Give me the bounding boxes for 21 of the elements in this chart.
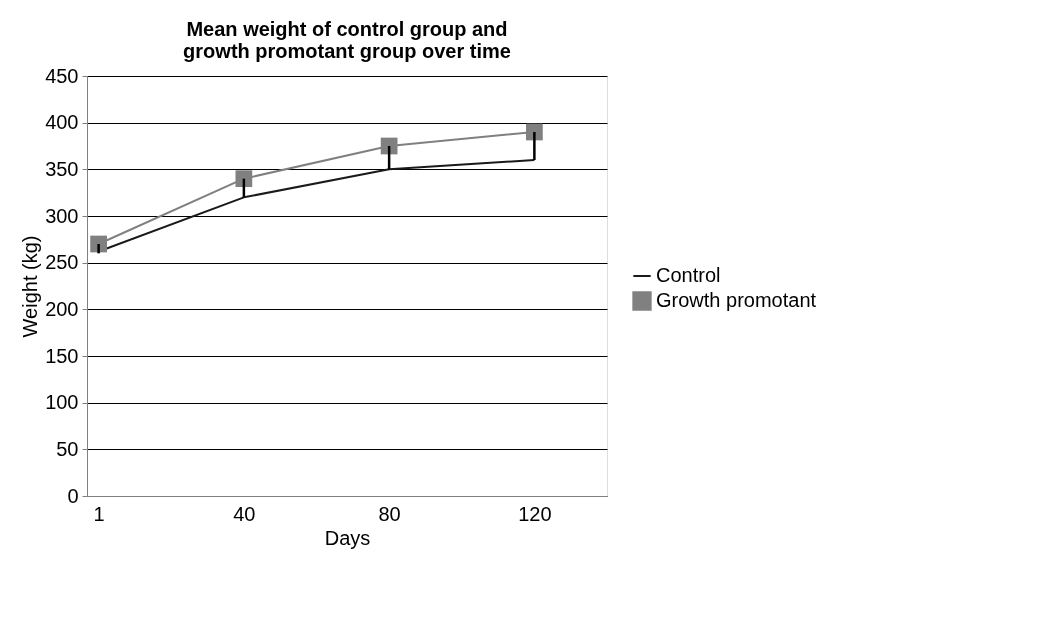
point — [380, 137, 398, 155]
legend-label: Growth promotant — [656, 289, 817, 311]
x-tick-label: 1 — [93, 502, 105, 525]
y-tick-label: 0 — [67, 484, 79, 507]
x-tick-label: 80 — [378, 502, 401, 525]
y-tick-label: 300 — [45, 204, 79, 227]
x-axis-title: Days — [324, 526, 371, 549]
y-axis-title: Weight (kg) — [19, 235, 42, 338]
y-tick-label: 50 — [56, 437, 79, 460]
y-tick-label: 100 — [45, 391, 79, 414]
y-tick-label: 350 — [45, 157, 79, 180]
y-tick-label: 150 — [45, 344, 79, 367]
y-tick-label: 450 — [45, 64, 79, 87]
x-tick-label: 40 — [233, 502, 256, 525]
chart-title: Mean weight of control group and growth promotant group over time — [183, 18, 511, 62]
x-tick-label: 120 — [518, 502, 552, 525]
y-tick-label: 200 — [45, 297, 79, 320]
legend-label: Control — [656, 264, 721, 286]
y-tick-label: 250 — [45, 251, 79, 274]
y-tick-label: 400 — [45, 111, 79, 134]
point — [235, 170, 253, 188]
